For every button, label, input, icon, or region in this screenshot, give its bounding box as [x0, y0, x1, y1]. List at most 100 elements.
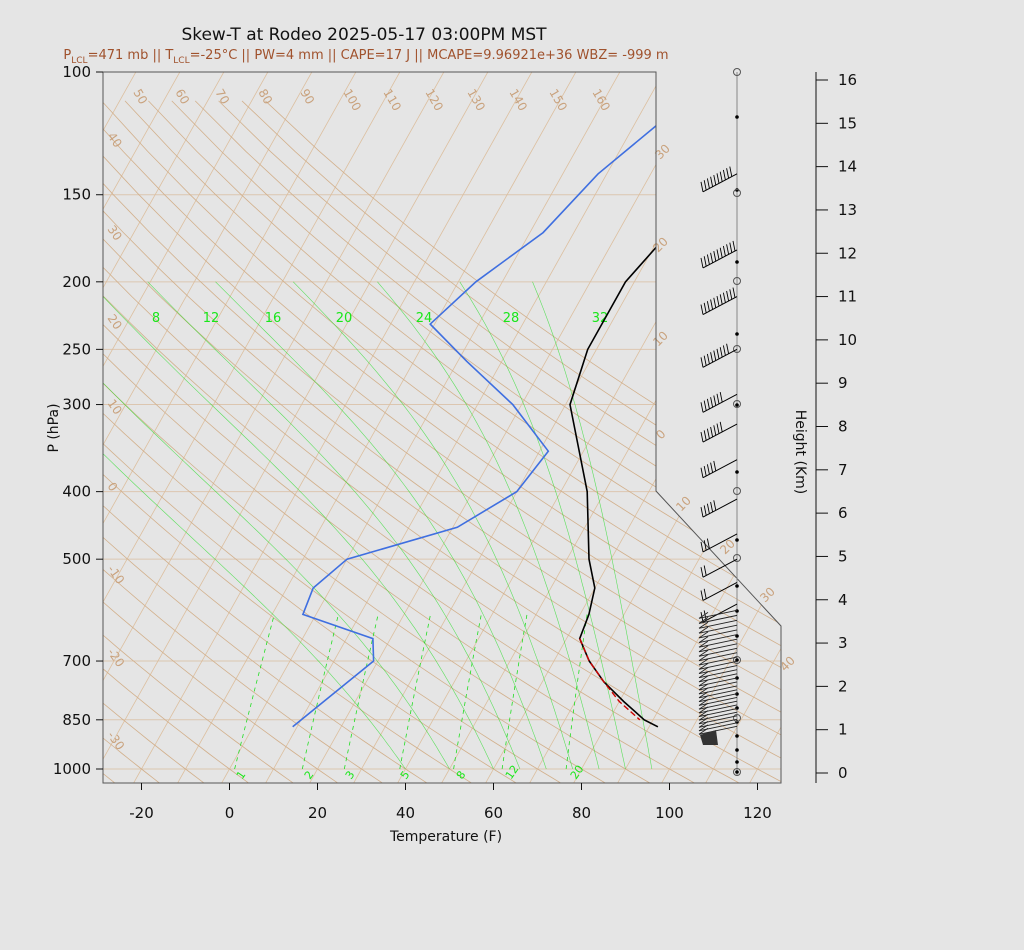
x-tick-label: 40: [396, 804, 415, 822]
wind-barb-flag: [710, 426, 714, 438]
dry-adiabat-line: [103, 100, 563, 783]
wind-barb-flag: [716, 295, 720, 307]
wind-barb-staff: [702, 603, 738, 623]
wind-barb-flag: [719, 171, 723, 182]
isotherm-line: [103, 72, 375, 783]
isotherm-line: [103, 72, 463, 783]
x-tick-label: 20: [308, 804, 327, 822]
y-tick-label: 400: [62, 483, 91, 501]
height-tick-label: 8: [838, 418, 848, 436]
wind-level-marker: [733, 714, 741, 722]
dry-adiabat-line: [103, 100, 781, 783]
wind-barb-flag: [729, 242, 733, 253]
isotherm-label-left: 10: [105, 397, 125, 418]
isotherm-line: [572, 72, 781, 783]
wind-barb-staff: [698, 634, 738, 644]
wind-barb-staff: [698, 725, 738, 735]
height-tick-label: 3: [838, 634, 848, 652]
mixing-ratio-line: [565, 614, 588, 770]
isotherm-line: [660, 72, 781, 783]
wind-barb-flag: [698, 724, 709, 732]
wind-barb-flag: [698, 727, 709, 735]
isotherm-line: [396, 72, 781, 783]
wind-barb-flag: [716, 348, 720, 359]
isotherm-line: [440, 72, 781, 783]
wind-barb-flag: [700, 541, 704, 553]
wind-barb-staff: [698, 656, 738, 666]
wind-barb-flag: [698, 626, 709, 634]
isotherm-label-top: 130: [464, 87, 488, 114]
isotherm-line: [132, 72, 551, 783]
y-tick-label: 700: [62, 652, 91, 670]
mixing-ratio-label-top: 32: [592, 311, 609, 326]
wind-barb-flag: [726, 343, 730, 354]
wind-barb-flag: [700, 402, 704, 413]
x-tick-label: -20: [129, 804, 154, 822]
wind-barb-flag: [700, 590, 704, 601]
wind-level-marker: [733, 487, 741, 495]
isotherm-line: [925, 40, 1024, 784]
wind-level-dot: [735, 538, 739, 542]
wind-barb-staff: [702, 423, 738, 443]
wind-barb-staff: [698, 652, 738, 662]
dry-adiabat-line: [218, 100, 781, 783]
wind-barb-flag: [722, 169, 726, 181]
y-tick-label: 250: [62, 340, 91, 358]
wind-barb-flag: [700, 304, 704, 315]
x-tick-label: 80: [572, 804, 591, 822]
wind-barb-flag: [719, 247, 723, 258]
wind-barb-flag: [703, 430, 707, 441]
wind-barb-flag: [698, 611, 709, 619]
subtitle-t-lcl-rest: =-25°C || PW=4 mm || CAPE=17 J || MCAPE=…: [190, 48, 669, 63]
wind-barb-staff: [698, 681, 738, 691]
wind-barb-flag: [698, 667, 709, 674]
moist-adiabat-line: [215, 281, 547, 770]
wind-barb-flag: [700, 567, 704, 578]
wind-barb-flag: [698, 710, 709, 717]
dry-adiabat-line: [194, 100, 781, 783]
wind-barb-staff: [698, 718, 738, 728]
wind-barb-flag: [706, 353, 710, 365]
wind-barb-flag: [729, 166, 733, 177]
wind-barb-flag: [698, 675, 709, 683]
x-tick-label: 120: [743, 804, 772, 822]
wind-barb-flag: [698, 717, 709, 725]
x-tick-label: 0: [225, 804, 235, 822]
wind-barb-flag: [698, 654, 709, 662]
x-tick-label: 100: [655, 804, 684, 822]
subtitle-p-lcl-sub: LCL: [71, 56, 87, 66]
mixing-ratio-label-bottom: 5: [398, 769, 413, 782]
wind-barb-flag: [698, 645, 709, 653]
wind-barb-flag: [710, 176, 714, 187]
wind-barb-flag: [698, 621, 709, 629]
isotherm-label-top: 80: [255, 87, 275, 107]
wind-barb-staff: [698, 629, 738, 639]
dry-adiabat-line: [103, 100, 741, 783]
isotherm-label-left: -10: [105, 563, 128, 587]
wind-barb-flag: [713, 297, 717, 308]
height-tick-label: 0: [838, 764, 848, 782]
wind-barb-flag: [703, 180, 707, 191]
y-tick-label: 200: [62, 273, 91, 291]
wind-barb-flag: [698, 617, 709, 624]
height-tick-label: 14: [838, 158, 857, 176]
height-tick-label: 6: [838, 504, 848, 522]
wind-barb-staff: [698, 647, 738, 657]
wind-barb-staff: [698, 697, 738, 706]
wind-barb-flag: [698, 713, 709, 721]
isotherm-label-top: 150: [546, 87, 570, 114]
axes: -20 0 20 40 60 80 100 1201001502002503004005007…: [53, 63, 857, 822]
wind-barb-staff: [698, 708, 738, 718]
wind-barb-flag: [698, 699, 709, 706]
x-axis-label: Temperature (F): [389, 829, 502, 845]
isotherm-label-right: 10: [650, 328, 671, 349]
wind-level-marker: [733, 277, 741, 285]
wind-barb-flag: [719, 421, 723, 432]
wind-barb-flag: [698, 636, 709, 643]
isotherm-line: [616, 72, 781, 783]
wind-barb-flag: [713, 500, 717, 511]
wind-barb-staff: [698, 673, 738, 683]
wind-barb-flag: [703, 565, 707, 576]
mixing-ratio-line: [301, 614, 339, 770]
